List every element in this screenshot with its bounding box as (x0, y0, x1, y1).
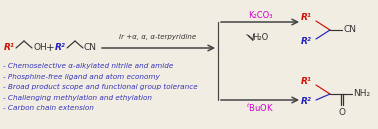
Text: - Broad product scope and functional group tolerance: - Broad product scope and functional gro… (3, 84, 198, 90)
Text: CN: CN (343, 26, 356, 34)
Text: R¹: R¹ (301, 14, 312, 22)
Text: NH₂: NH₂ (353, 90, 370, 99)
Text: O: O (339, 108, 345, 117)
Text: OH: OH (33, 43, 47, 53)
Text: - Carbon chain extension: - Carbon chain extension (3, 105, 94, 111)
Text: $^t$BuOK: $^t$BuOK (246, 102, 274, 114)
Text: - Challenging methylation and ethylation: - Challenging methylation and ethylation (3, 94, 152, 100)
Text: Ir +α, α, α-terpyridine: Ir +α, α, α-terpyridine (119, 34, 197, 40)
Text: - Phosphine-free ligand and atom economy: - Phosphine-free ligand and atom economy (3, 73, 160, 80)
Text: R²: R² (55, 43, 66, 53)
Text: - Chemoselective α-alkylated nitrile and amide: - Chemoselective α-alkylated nitrile and… (3, 63, 174, 69)
Text: H₂O: H₂O (252, 33, 268, 42)
Text: R¹: R¹ (301, 78, 312, 87)
Text: CN: CN (84, 43, 97, 53)
Text: R²: R² (301, 98, 312, 107)
Text: +: + (46, 43, 54, 53)
Text: R²: R² (301, 38, 312, 46)
Text: R¹: R¹ (4, 43, 15, 53)
Text: K₂CO₃: K₂CO₃ (248, 10, 272, 19)
